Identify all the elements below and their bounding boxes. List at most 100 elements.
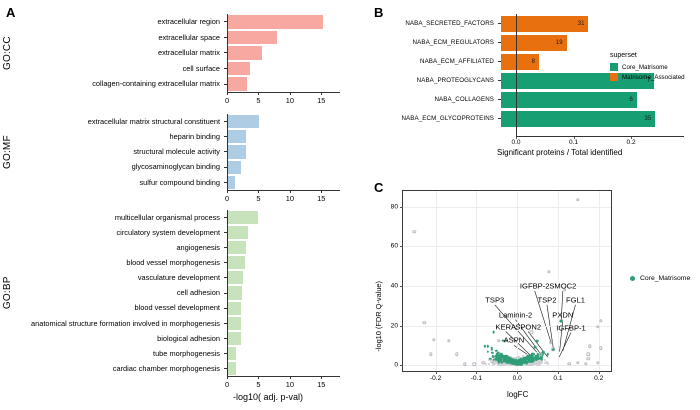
bar-category-label: structural molecule activity — [133, 147, 220, 157]
bar-value-label: 31 — [577, 20, 585, 27]
scatter-point — [531, 358, 535, 362]
scatter-point — [499, 359, 503, 363]
go-category-label-go-mf: GO:MF — [2, 135, 13, 169]
scatter-point — [492, 358, 496, 362]
bar-fill — [227, 331, 241, 345]
scatter-point — [510, 358, 513, 361]
bar-fill — [227, 61, 251, 76]
y-tick-mark — [224, 83, 227, 85]
bar-category-label: extracellular matrix structural constitu… — [87, 116, 220, 126]
scatter-point — [483, 345, 486, 348]
scatter-point — [526, 363, 529, 366]
scatter-point — [412, 229, 417, 234]
bar-track: 19 — [501, 33, 680, 52]
scatter-point — [531, 360, 534, 364]
scatter-point — [541, 353, 545, 356]
x-tick — [258, 92, 260, 95]
legend-item[interactable]: Matrisome_Associated — [610, 73, 685, 81]
x-tick — [258, 376, 260, 380]
panel-a-letter: A — [6, 5, 16, 20]
scatter-point — [532, 362, 535, 365]
x-tick-label: 0 — [224, 194, 230, 203]
bar-row: blood vessel development — [22, 301, 344, 316]
matrisome-bar-row: NABA_ECM_REGULATORS 19 — [390, 33, 680, 52]
y-axis-line — [227, 14, 228, 92]
bar-track — [227, 175, 344, 190]
scatter-point — [540, 358, 543, 361]
y-tick-mark — [224, 52, 227, 54]
bar-fill: 19 — [501, 34, 567, 51]
scatter-point — [535, 358, 538, 361]
scatter-point — [549, 340, 553, 345]
scatter-point — [504, 339, 508, 343]
x-tick-label: 10 — [285, 194, 294, 203]
scatter-point — [520, 360, 523, 363]
scatter-point — [517, 358, 520, 361]
bar-track — [227, 331, 344, 346]
panel-c-legend: Core_Matrisome — [630, 275, 690, 282]
scatter-point — [535, 339, 539, 343]
matrisome-bar-row: NABA_ECM_GLYCOPROTEINS 35 — [390, 109, 680, 128]
bar-track: 31 — [501, 14, 680, 33]
legend-item[interactable]: Core_Matrisome — [610, 63, 685, 71]
core-matrisome-legend-label: Core_Matrisome — [640, 275, 691, 282]
y-tick-mark — [224, 136, 227, 138]
bar-row: structural molecule activity — [22, 144, 344, 159]
bar-track: 8 — [501, 52, 680, 71]
y-tick — [400, 365, 403, 367]
bar-row: extracellular space — [22, 30, 344, 46]
scatter-point — [497, 339, 501, 343]
bar-track — [227, 270, 344, 285]
scatter-point — [575, 361, 580, 365]
bar-category-label: blood vessel morphogenesis — [126, 258, 220, 268]
x-tick — [557, 371, 559, 374]
grid-line-horizontal — [403, 325, 611, 327]
scatter-point — [521, 358, 525, 361]
bar-track — [227, 129, 344, 144]
y-tick-mark — [224, 181, 227, 183]
matrisome-set-label: NABA_SECRETED_FACTORS — [405, 20, 494, 27]
bar-fill — [227, 286, 242, 300]
bar-track — [227, 240, 344, 255]
x-tick — [227, 190, 228, 193]
scatter-point — [532, 363, 535, 366]
scatter-point — [524, 356, 527, 360]
scatter-point — [507, 358, 510, 361]
panel-a-go-enrichment: A GO:CC extracellular region extracellular… — [0, 5, 352, 402]
scatter-point — [515, 357, 519, 360]
y-tick — [400, 246, 403, 248]
gene-annotation-label: SPON2 — [515, 322, 542, 331]
scatter-point — [540, 362, 543, 365]
bar-category-label: glycosaminoglycan binding — [131, 162, 220, 172]
scatter-point — [509, 357, 512, 361]
x-tick-label: 10 — [285, 96, 294, 105]
scatter-point — [487, 358, 490, 362]
matrisome-set-label: NABA_ECM_AFFILIATED — [420, 58, 494, 65]
scatter-point — [524, 361, 527, 365]
y-tick-mark — [498, 99, 501, 100]
annotation-leader-lines — [494, 290, 576, 360]
bar-value-label: 19 — [555, 39, 563, 46]
x-tick — [289, 376, 291, 380]
scatter-point — [505, 355, 509, 359]
scatter-point — [525, 361, 529, 364]
bar-category-label: multicellular organismal process — [114, 212, 220, 222]
y-tick-mark — [224, 277, 227, 279]
scatter-point — [514, 359, 518, 362]
scatter-point — [510, 360, 514, 364]
matrisome-set-label: NABA_ECM_GLYCOPROTEINS — [401, 115, 494, 122]
go-bp-group: GO:BP multicellular organismal process cir… — [0, 210, 352, 398]
bar-category-label: sulfur compound binding — [139, 177, 220, 187]
bar-category-label: cell surface — [182, 63, 220, 73]
scatter-point — [517, 362, 520, 366]
grid-line-vertical — [598, 191, 600, 371]
y-tick-mark — [224, 232, 227, 234]
x-tick-label: 0.0 — [512, 375, 522, 382]
x-tick-label: 0.2 — [626, 139, 636, 146]
bar-category-label: cell adhesion — [176, 288, 220, 298]
scatter-point — [498, 362, 501, 365]
scatter-point — [495, 355, 498, 358]
bar-category-label: vasculature development — [137, 273, 220, 283]
scatter-point — [517, 361, 520, 364]
bar-track — [227, 361, 344, 376]
